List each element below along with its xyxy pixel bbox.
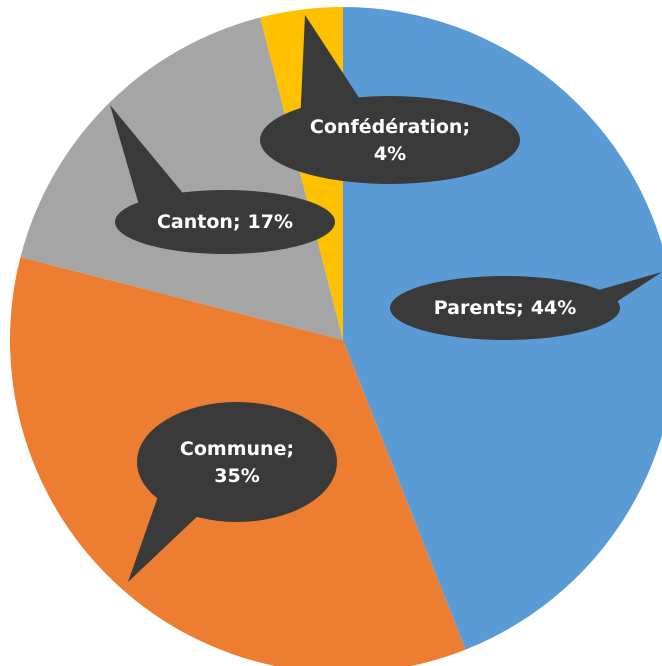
label-separator: ; (516, 297, 524, 319)
callout-bubble (260, 96, 520, 184)
label-value: 4% (374, 143, 406, 165)
label-category: Canton (157, 211, 233, 233)
label-separator: ; (233, 211, 241, 233)
label-separator: ; (462, 116, 470, 138)
data-label: Confédération; 4% (310, 116, 470, 165)
label-value: 17% (248, 211, 293, 233)
label-category: Parents (434, 297, 516, 319)
data-callout: Canton; 17% (110, 105, 335, 254)
label-category: Confédération (310, 116, 463, 138)
callout-bubble (137, 402, 337, 522)
data-label: Parents; 44% (434, 297, 577, 319)
label-separator: ; (286, 438, 294, 460)
callout-pointer (300, 15, 363, 119)
data-callout: Commune; 35% (128, 402, 337, 582)
label-value: 35% (214, 465, 259, 487)
data-label: Commune; 35% (180, 438, 294, 487)
callout-bubble (390, 276, 620, 340)
data-label: Canton; 17% (157, 211, 293, 233)
label-category: Commune (180, 438, 287, 460)
pie-slice (20, 17, 344, 341)
callout-pointer (110, 105, 187, 211)
data-callout: Confédération; 4% (260, 15, 520, 184)
label-value: 44% (531, 297, 576, 319)
callout-bubble (115, 190, 335, 254)
data-callout: Parents; 44% (390, 272, 662, 340)
